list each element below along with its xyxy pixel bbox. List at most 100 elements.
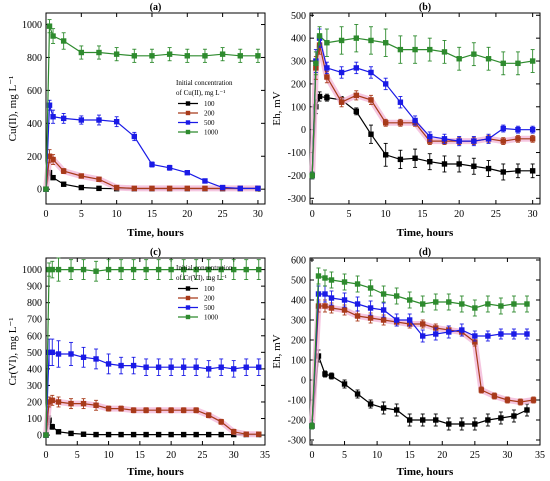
data-point <box>202 53 208 59</box>
x-tick-label: 10 <box>104 450 114 461</box>
data-point <box>328 305 335 311</box>
data-point <box>446 421 452 427</box>
data-point <box>184 170 190 176</box>
data-point <box>354 301 361 307</box>
y-tick-label: 700 <box>27 315 42 326</box>
data-point <box>500 60 506 67</box>
x-tick-label: 0 <box>44 450 49 461</box>
y-axis-label: Cr(VI), mg L⁻¹ <box>7 317 19 385</box>
x-tick-label: 30 <box>502 450 512 461</box>
data-point <box>155 431 162 438</box>
y-tick-label: 1000 <box>22 20 42 31</box>
data-point <box>382 81 389 87</box>
series-500 <box>43 99 261 192</box>
y-tick-label: -200 <box>288 416 306 427</box>
data-point <box>218 431 224 438</box>
data-point <box>68 351 74 357</box>
data-point <box>456 138 462 144</box>
data-point <box>397 99 404 105</box>
legend-label: 500 <box>204 119 215 127</box>
data-point <box>50 156 56 163</box>
data-point <box>485 56 492 62</box>
data-point <box>397 46 404 53</box>
data-point <box>105 266 112 273</box>
data-point <box>256 266 262 273</box>
data-point <box>105 405 112 412</box>
legend-label: 1000 <box>204 314 219 322</box>
data-point <box>380 405 387 411</box>
data-point <box>143 266 149 273</box>
data-point <box>324 94 330 101</box>
y-tick-label: 600 <box>27 331 42 342</box>
legend-title: Initial concentration <box>176 264 233 272</box>
data-point <box>143 364 149 370</box>
data-point <box>130 362 137 369</box>
y-tick-label: 200 <box>27 397 42 408</box>
data-point <box>500 138 506 144</box>
y-tick-label: 100 <box>27 414 42 425</box>
x-axis-label: Time, hours <box>397 466 454 478</box>
data-point <box>313 60 319 67</box>
data-point <box>180 266 187 273</box>
data-point <box>93 431 99 438</box>
y-tick-label: 400 <box>27 364 42 375</box>
data-point <box>60 168 67 174</box>
data-point <box>529 58 536 64</box>
legend-label: 500 <box>204 304 215 312</box>
data-point <box>180 364 187 370</box>
data-point <box>168 266 174 273</box>
data-point <box>130 431 137 438</box>
data-point <box>420 321 426 327</box>
y-tick-label: 0 <box>37 431 42 442</box>
data-point <box>68 430 74 437</box>
data-point <box>368 37 374 44</box>
data-point <box>427 158 433 165</box>
y-tick-label: 800 <box>27 53 42 64</box>
data-point <box>427 133 433 140</box>
legend-marker <box>185 120 191 125</box>
data-point <box>393 317 400 323</box>
y-tick-label: -100 <box>288 396 306 407</box>
series-band <box>309 42 533 176</box>
data-point <box>498 303 504 309</box>
x-tick-label: 0 <box>44 209 49 220</box>
data-point <box>231 429 237 435</box>
legend-marker <box>185 110 191 116</box>
data-point <box>459 301 465 307</box>
data-point <box>255 53 261 59</box>
data-point <box>193 407 199 413</box>
data-point <box>96 185 102 192</box>
series-200 <box>309 299 537 430</box>
data-point <box>50 174 56 181</box>
data-point <box>149 53 155 59</box>
data-point <box>80 266 87 273</box>
data-point <box>433 299 439 305</box>
data-point <box>471 163 477 169</box>
data-point <box>382 120 389 126</box>
series-1000 <box>309 267 530 430</box>
data-point <box>78 184 85 191</box>
data-point <box>131 133 138 140</box>
x-tick-label: 35 <box>535 450 545 461</box>
data-point <box>49 349 55 356</box>
data-point <box>393 293 400 299</box>
data-point <box>149 161 155 168</box>
data-point <box>193 266 199 273</box>
data-point <box>393 407 400 413</box>
data-point <box>456 161 462 167</box>
x-tick-label: 5 <box>79 209 84 220</box>
legend-marker <box>185 286 191 291</box>
data-point <box>472 421 478 427</box>
data-point <box>485 165 492 172</box>
data-point <box>328 295 335 301</box>
legend-label: 1000 <box>204 129 219 137</box>
data-point <box>511 301 517 307</box>
data-point <box>193 431 199 438</box>
plot-frame <box>45 257 266 446</box>
data-point <box>155 266 162 273</box>
data-point <box>205 266 212 273</box>
series-1000 <box>43 257 262 438</box>
x-tick-label: 30 <box>528 209 538 220</box>
y-tick-label: 200 <box>27 152 42 163</box>
x-tick-label: 20 <box>166 450 176 461</box>
